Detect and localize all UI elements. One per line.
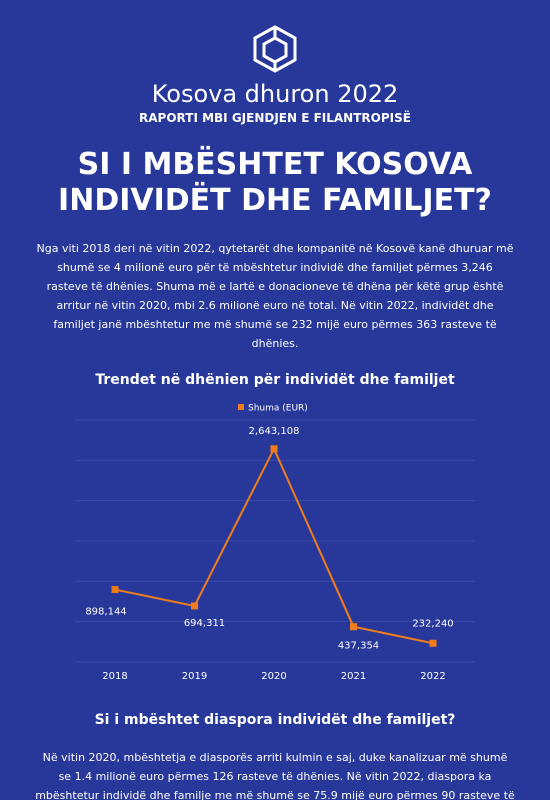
data-label: 2,643,108 xyxy=(249,426,300,437)
data-label: 437,354 xyxy=(338,641,379,652)
x-tick-label: 2018 xyxy=(102,671,127,682)
heading-line: INDIVIDËT DHE FAMILJET? xyxy=(58,183,492,218)
marker xyxy=(270,445,278,453)
marker xyxy=(191,602,198,610)
data-label: 694,311 xyxy=(184,618,225,629)
marker xyxy=(111,586,119,594)
brand: Kosova dhuron 2022 xyxy=(151,80,399,108)
heading-line: SI I MBËSHTET KOSOVA xyxy=(77,147,473,182)
marker xyxy=(429,639,437,647)
heading: SI I MBËSHTET KOSOVA INDIVIDËT DHE FAMILJ… xyxy=(0,147,550,219)
legend-swatch xyxy=(238,404,244,410)
marker xyxy=(350,623,357,631)
x-tick-label: 2021 xyxy=(341,671,366,682)
data-label: 232,240 xyxy=(412,618,453,629)
intro: Nga viti 2018 deri në vitin 2022, qyteta… xyxy=(36,242,514,350)
logo xyxy=(253,25,297,73)
line xyxy=(114,446,434,645)
subtitle: RAPORTI MBI GJENDJEN E FILANTROPISË xyxy=(139,111,411,125)
section-heading: Si i mbështet diaspora individët dhe fam… xyxy=(94,712,456,728)
chart-title: Trendet në dhënien për individët dhe fam… xyxy=(95,372,455,388)
x-tick-label: 2020 xyxy=(261,671,286,682)
x-tick-label: 2022 xyxy=(420,671,445,682)
x-tick-label: 2019 xyxy=(182,671,207,682)
section-text: Në vitin 2020, mbështetja e diasporës ar… xyxy=(35,751,515,800)
data-label: 898,144 xyxy=(85,607,126,618)
legend-label: Shuma (EUR) xyxy=(248,404,308,414)
